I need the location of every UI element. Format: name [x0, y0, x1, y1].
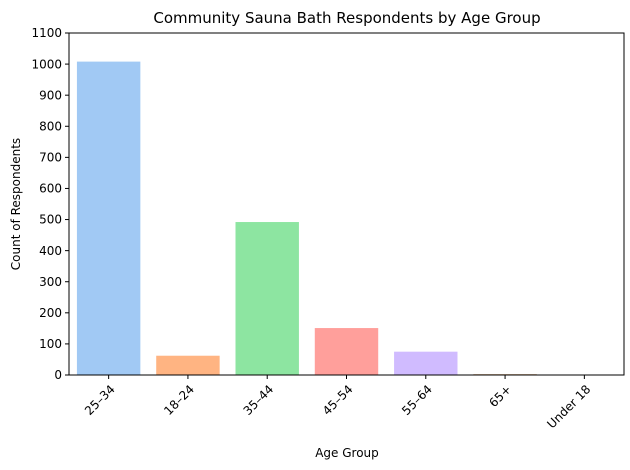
x-tick-label-6: Under 18	[544, 382, 593, 431]
y-tick-label-7: 700	[39, 151, 62, 165]
x-tick-label-4: 55–64	[399, 382, 435, 418]
y-tick-label-10: 1000	[31, 57, 62, 71]
x-axis-label: Age Group	[315, 446, 379, 460]
x-tick-label-2: 35–44	[241, 382, 277, 418]
x-axis: 25–34 18–24 35–44 45–54 55–64 65+ Under 18	[82, 375, 593, 431]
chart-title: Community Sauna Bath Respondents by Age …	[153, 9, 540, 27]
x-tick-label-0: 25–34	[82, 382, 118, 418]
bar-3	[314, 328, 379, 375]
y-tick-label-5: 500	[39, 213, 62, 227]
x-tick-label-3: 45–54	[320, 382, 356, 418]
y-tick-label-8: 800	[39, 119, 62, 133]
y-tick-label-3: 300	[39, 275, 62, 289]
y-tick-label-9: 900	[39, 88, 62, 102]
x-tick-label-5: 65+	[486, 382, 514, 410]
y-tick-label-11: 1100	[31, 26, 62, 40]
x-tick-label-1: 18–24	[161, 382, 197, 418]
bar-0	[76, 61, 141, 375]
y-axis: 0 100 200 300 400 500 600 700 800 900 1000 1100	[31, 26, 69, 382]
y-tick-label-0: 0	[54, 368, 62, 382]
y-tick-label-1: 100	[39, 337, 62, 351]
bar-2	[235, 222, 299, 375]
y-axis-label: Count of Respondents	[9, 138, 23, 270]
y-tick-label-4: 400	[39, 244, 62, 258]
y-tick-label-2: 200	[39, 306, 62, 320]
plot-frame	[68, 32, 625, 376]
y-tick-label-6: 600	[39, 182, 62, 196]
bar-1	[156, 355, 220, 375]
bars-group	[76, 61, 617, 375]
bar-4	[394, 351, 458, 375]
